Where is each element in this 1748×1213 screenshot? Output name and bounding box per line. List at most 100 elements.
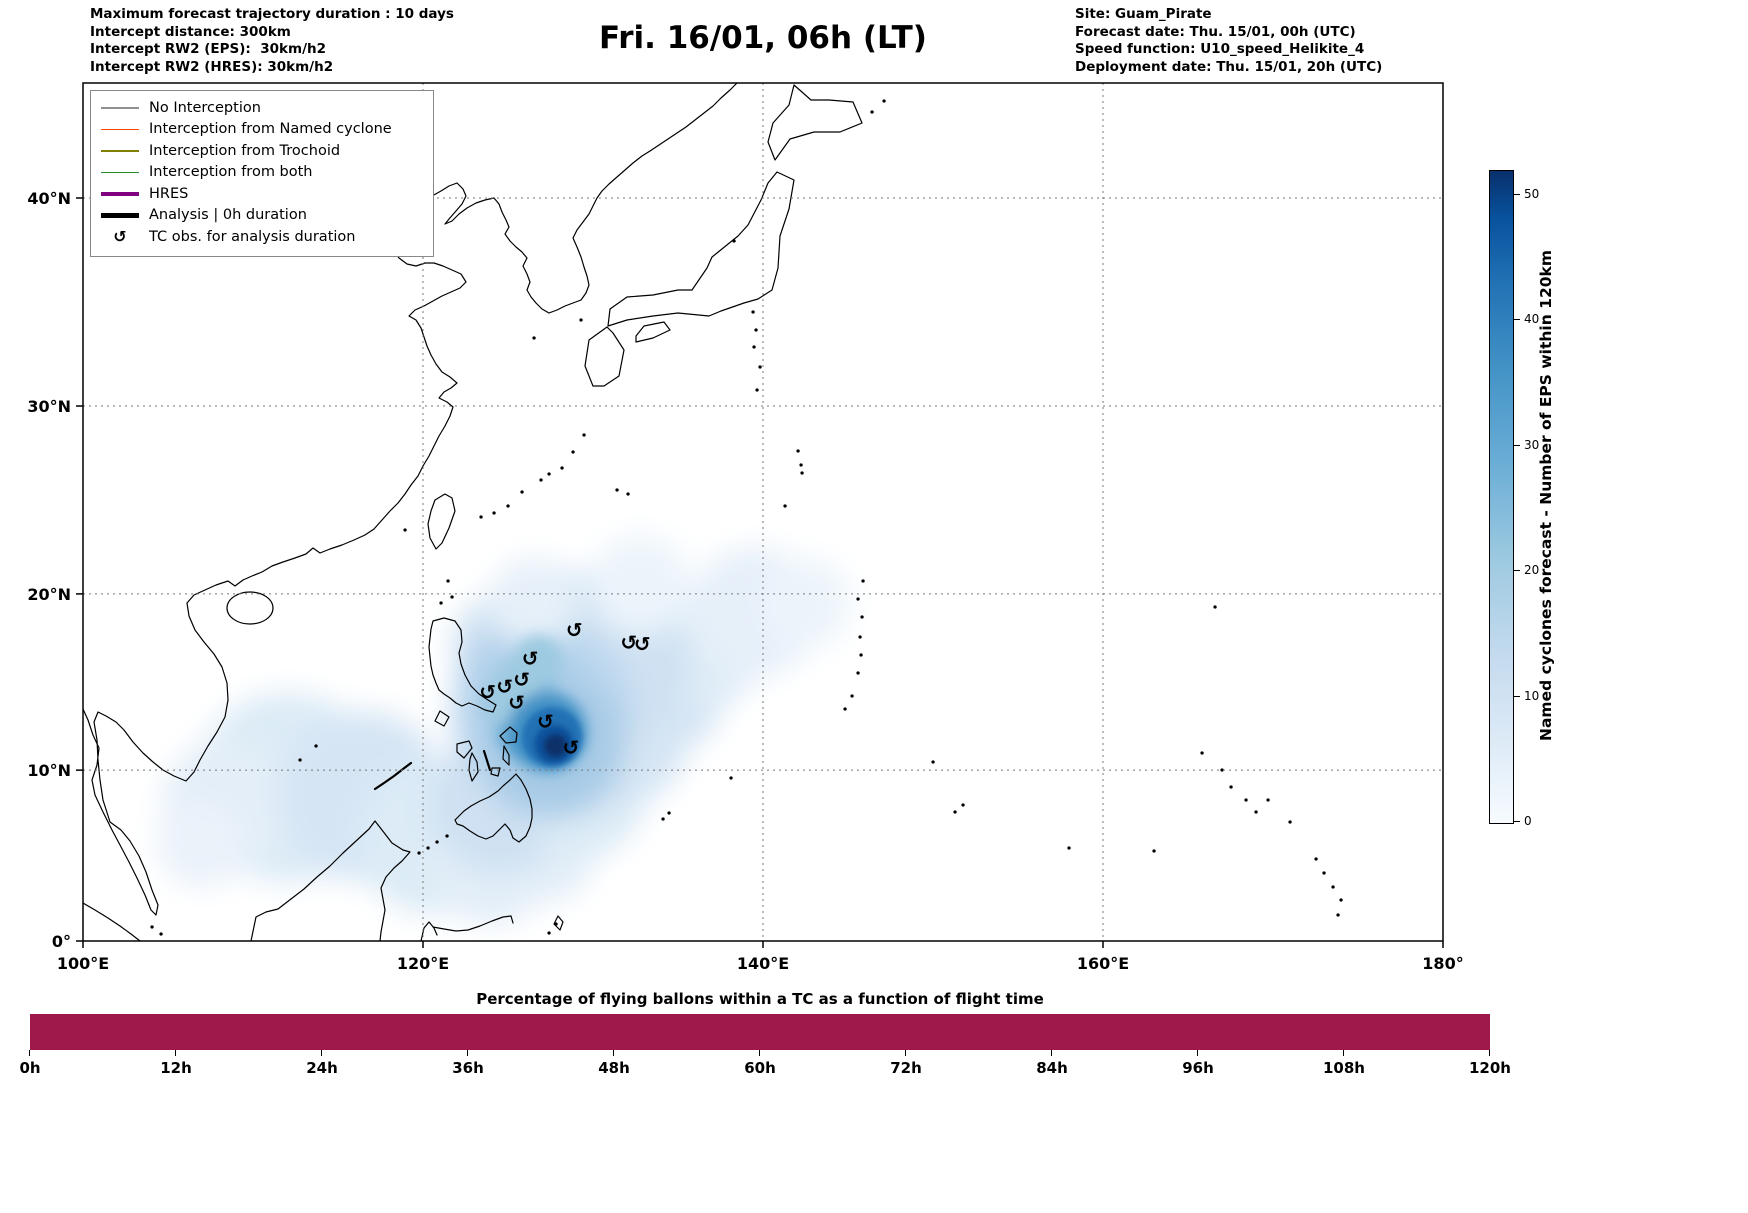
bottom-axis-tick-label: 108h	[1323, 1059, 1365, 1077]
bottom-axis-tick-label: 84h	[1036, 1059, 1068, 1077]
legend-line-sample	[101, 213, 139, 218]
colorbar-tick	[1514, 570, 1520, 572]
bottom-chart-axis: 0h 12h 24h 36h 48h 60h 72h 84h 96h 108h 120h	[19, 1050, 1511, 1090]
coastline-borneo	[250, 820, 411, 941]
legend-line-sample	[101, 128, 139, 130]
coastline-leyte	[502, 745, 510, 766]
legend-label: HRES	[149, 185, 189, 202]
bottom-axis-tick	[759, 1050, 760, 1056]
colorbar-tick-label: 10	[1524, 688, 1540, 703]
bottom-axis-tick-label: 120h	[1469, 1059, 1511, 1077]
legend-line-sample	[101, 191, 139, 196]
legend-item: HRES	[101, 183, 423, 205]
graticule-layer	[83, 83, 1443, 941]
info-line: Speed function: U10_speed_Helikite_4	[1075, 41, 1365, 57]
legend-line-sample	[101, 107, 139, 109]
coastline-sulawesi	[420, 915, 514, 941]
tc-observation-marker: ↺	[496, 675, 513, 699]
x-tick-label: 120°E	[397, 954, 449, 973]
info-block-left: Maximum forecast trajectory duration : 1…	[90, 6, 454, 76]
coastline-mindanao	[454, 773, 533, 843]
legend-label: Interception from Named cyclone	[149, 121, 392, 138]
bottom-chart-title: Percentage of flying ballons within a TC…	[476, 990, 1044, 1008]
x-tick-label: 100°E	[57, 954, 109, 973]
coastline-panay	[456, 740, 473, 759]
bottom-axis-tick	[1489, 1050, 1490, 1056]
coastline-kyushu	[584, 326, 625, 387]
colorbar-tick	[1514, 319, 1520, 321]
tc-observation-marker: ↺	[513, 668, 530, 692]
tc-observation-marker: ↺	[620, 630, 637, 654]
y-tick-label: 10°N	[27, 761, 71, 780]
bottom-axis-tick-label: 0h	[19, 1059, 41, 1077]
colorbar-label: Named cyclones forecast - Number of EPS …	[1537, 250, 1555, 742]
legend-item: Interception from Named cyclone	[101, 119, 423, 141]
bottom-axis-tick	[29, 1050, 30, 1056]
info-line: Intercept RW2 (EPS): 30km/h2	[90, 41, 326, 57]
bottom-axis-tick	[321, 1050, 322, 1056]
figure-title: Fri. 16/01, 06h (LT)	[599, 20, 927, 56]
colorbar-tick-label: 20	[1524, 563, 1540, 578]
legend-item: Interception from Trochoid	[101, 140, 423, 162]
tc-observations-layer: ↺↺↺↺↺↺↺ ↺↺↺	[479, 618, 650, 760]
coastline-mainland-asia	[83, 83, 738, 916]
map-legend: No Interception Interception from Named c…	[90, 90, 434, 257]
tc-observation-marker: ↺	[563, 736, 580, 760]
legend-item: No Interception	[101, 97, 423, 119]
info-line: Deployment date: Thu. 15/01, 20h (UTC)	[1075, 58, 1383, 75]
y-tick-label: 20°N	[27, 585, 71, 604]
coastline-sumatra	[83, 902, 141, 941]
colorbar-tick-label: 0	[1524, 814, 1532, 828]
bottom-axis-tick	[1343, 1050, 1344, 1056]
tc-observation-marker: ↺	[508, 690, 525, 714]
small-islands-dots	[150, 99, 1343, 936]
coastline-luzon	[428, 617, 497, 713]
legend-label: Analysis | 0h duration	[149, 207, 307, 224]
tc-symbol-icon: ↺	[113, 227, 127, 247]
colorbar-tick	[1514, 194, 1520, 196]
legend-line-sample	[101, 171, 139, 173]
info-line: Intercept distance: 300km	[90, 23, 291, 40]
coastline-samar	[499, 726, 518, 744]
coastline-cebu	[482, 749, 492, 772]
legend-label: Interception from both	[149, 164, 313, 181]
bottom-axis-tick-label: 24h	[306, 1059, 338, 1077]
coastline-mindoro	[434, 710, 450, 727]
density-heatmap-layer	[157, 534, 851, 925]
bottom-axis-tick	[175, 1050, 176, 1056]
colorbar-tick-label: 40	[1524, 312, 1540, 327]
legend-item: Interception from both	[101, 162, 423, 184]
y-tick-label: 30°N	[27, 397, 71, 416]
legend-label: TC obs. for analysis duration	[149, 228, 356, 245]
bottom-axis-tick	[1051, 1050, 1052, 1056]
legend-item: Analysis | 0h duration	[101, 205, 423, 227]
bottom-axis-tick	[613, 1050, 614, 1056]
x-tick-label: 180°	[1422, 954, 1463, 973]
info-line: Forecast date: Thu. 15/01, 00h (UTC)	[1075, 23, 1356, 40]
info-line: Site: Guam_Pirate	[1075, 6, 1212, 22]
coastline-hainan	[226, 591, 274, 625]
colorbar-tick	[1514, 695, 1520, 697]
legend-line-sample	[101, 150, 139, 152]
tc-observation-marker: ↺	[566, 618, 583, 642]
coastline-halmahera	[553, 915, 564, 931]
bottom-axis-tick-label: 36h	[452, 1059, 484, 1077]
colorbar-ticks: 0 10 20 30 40 50	[1514, 170, 1560, 828]
x-tick-label: 140°E	[737, 954, 789, 973]
info-block-right: Site: Guam_Pirate Forecast date: Thu. 15…	[1075, 6, 1382, 76]
bottom-axis-tick-label: 96h	[1182, 1059, 1214, 1077]
bottom-bar-fill	[30, 1014, 1490, 1050]
coastline-hokkaido	[767, 84, 863, 161]
coastline-shikoku	[635, 321, 671, 343]
bottom-axis-tick	[467, 1050, 468, 1056]
colorbar-tick	[1514, 821, 1520, 822]
coastline-palawan	[373, 761, 413, 791]
colorbar-tick-label: 50	[1524, 187, 1540, 202]
tc-observation-marker: ↺	[522, 646, 539, 670]
legend-item: ↺ TC obs. for analysis duration	[101, 226, 423, 248]
coastline-honshu	[607, 171, 795, 327]
bottom-bar-track	[30, 1014, 1490, 1050]
colorbar-gradient	[1489, 170, 1514, 824]
coastline-negros	[468, 752, 479, 782]
